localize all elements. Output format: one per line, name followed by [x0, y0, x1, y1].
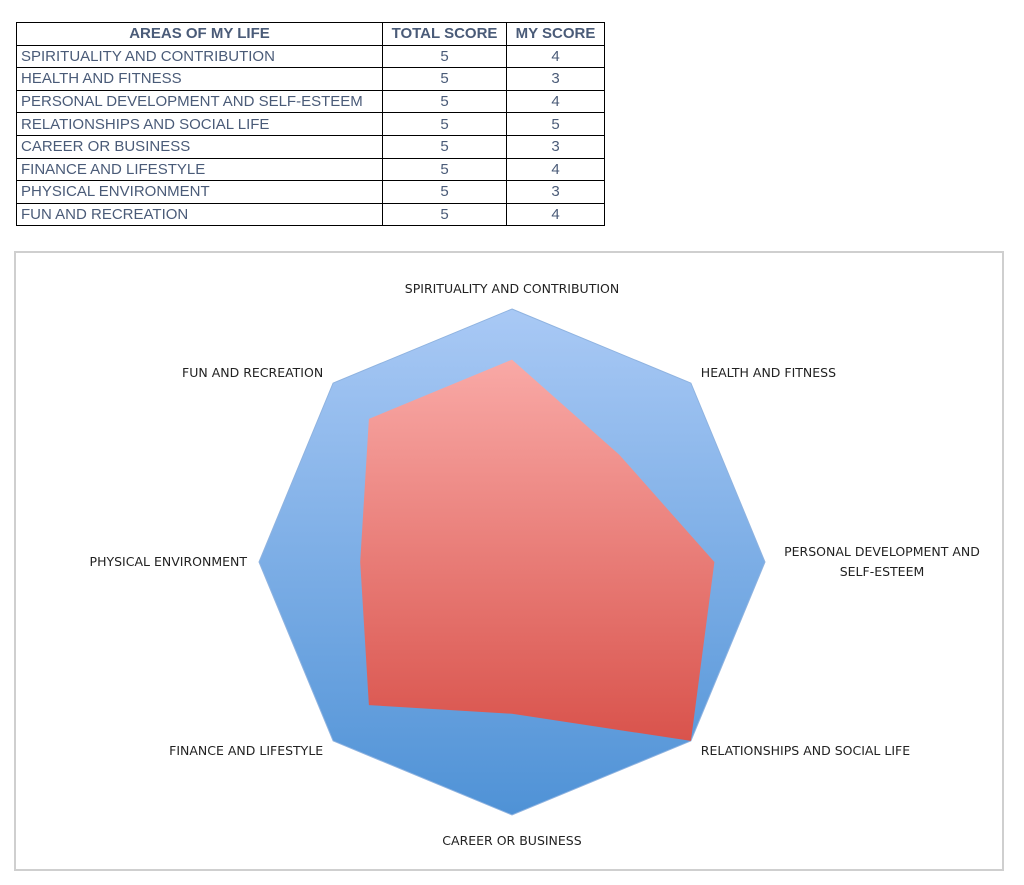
area-cell: HEALTH AND FITNESS	[16, 67, 383, 91]
total-score-cell: 5	[382, 112, 507, 136]
table-row: PHYSICAL ENVIRONMENT 5 3	[16, 180, 605, 204]
my-score-cell: 4	[506, 44, 605, 69]
total-score-cell: 5	[382, 89, 507, 114]
total-score-cell: 5	[382, 180, 507, 204]
my-score-cell: 3	[506, 134, 605, 159]
total-score-cell: 5	[382, 67, 507, 91]
axis-label: SPIRITUALITY AND CONTRIBUTION	[405, 281, 619, 296]
header-areas: AREAS OF MY LIFE	[16, 22, 383, 46]
my-score-cell: 3	[506, 180, 605, 204]
header-total-score: TOTAL SCORE	[382, 22, 507, 46]
score-table: AREAS OF MY LIFE TOTAL SCORE MY SCORE SP…	[16, 22, 605, 227]
axis-label-line: PERSONAL DEVELOPMENT AND	[784, 544, 980, 559]
axis-label-line: HEALTH AND FITNESS	[701, 365, 836, 380]
area-cell: FUN AND RECREATION	[16, 202, 383, 227]
area-cell: RELATIONSHIPS AND SOCIAL LIFE	[16, 112, 383, 136]
table-row: PERSONAL DEVELOPMENT AND SELF-ESTEEM 5 4	[16, 89, 605, 114]
axis-label-line: CAREER OR BUSINESS	[442, 833, 581, 848]
table-row: RELATIONSHIPS AND SOCIAL LIFE 5 5	[16, 112, 605, 136]
table-row: CAREER OR BUSINESS 5 3	[16, 134, 605, 159]
axis-label-line: SELF-ESTEEM	[840, 564, 925, 579]
table-header-row: AREAS OF MY LIFE TOTAL SCORE MY SCORE	[16, 22, 605, 46]
area-cell: PHYSICAL ENVIRONMENT	[16, 180, 383, 204]
header-my-score: MY SCORE	[506, 22, 605, 46]
axis-label: FUN AND RECREATION	[182, 365, 323, 380]
total-score-cell: 5	[382, 202, 507, 227]
radar-chart: SPIRITUALITY AND CONTRIBUTION HEALTH AND …	[90, 281, 980, 848]
axis-label: CAREER OR BUSINESS	[442, 833, 581, 848]
axis-label-line: FUN AND RECREATION	[182, 365, 323, 380]
series-my-score-area	[360, 359, 715, 741]
my-score-cell: 4	[506, 202, 605, 227]
table-row: FINANCE AND LIFESTYLE 5 4	[16, 157, 605, 182]
total-score-cell: 5	[382, 44, 507, 69]
axis-label: HEALTH AND FITNESS	[701, 365, 836, 380]
my-score-cell: 4	[506, 89, 605, 114]
table-row: HEALTH AND FITNESS 5 3	[16, 67, 605, 91]
area-cell: PERSONAL DEVELOPMENT AND SELF-ESTEEM	[16, 89, 383, 114]
my-score-cell: 4	[506, 157, 605, 182]
total-score-cell: 5	[382, 157, 507, 182]
axis-label: PERSONAL DEVELOPMENT AND SELF-ESTEEM	[784, 544, 980, 579]
axis-label: PHYSICAL ENVIRONMENT	[90, 554, 248, 569]
area-cell: CAREER OR BUSINESS	[16, 134, 383, 159]
area-cell: FINANCE AND LIFESTYLE	[16, 157, 383, 182]
table-row: FUN AND RECREATION 5 4	[16, 202, 605, 227]
axis-label-line: RELATIONSHIPS AND SOCIAL LIFE	[701, 743, 910, 758]
table-row: SPIRITUALITY AND CONTRIBUTION 5 4	[16, 44, 605, 69]
axis-label-line: PHYSICAL ENVIRONMENT	[90, 554, 248, 569]
area-cell: SPIRITUALITY AND CONTRIBUTION	[16, 44, 383, 69]
axis-label: FINANCE AND LIFESTYLE	[169, 743, 323, 758]
axis-label: RELATIONSHIPS AND SOCIAL LIFE	[701, 743, 910, 758]
axis-label-line: FINANCE AND LIFESTYLE	[169, 743, 323, 758]
radar-chart-frame: SPIRITUALITY AND CONTRIBUTION HEALTH AND …	[14, 251, 1004, 871]
axis-label-line: SPIRITUALITY AND CONTRIBUTION	[405, 281, 619, 296]
total-score-cell: 5	[382, 134, 507, 159]
my-score-cell: 5	[506, 112, 605, 136]
my-score-cell: 3	[506, 67, 605, 91]
